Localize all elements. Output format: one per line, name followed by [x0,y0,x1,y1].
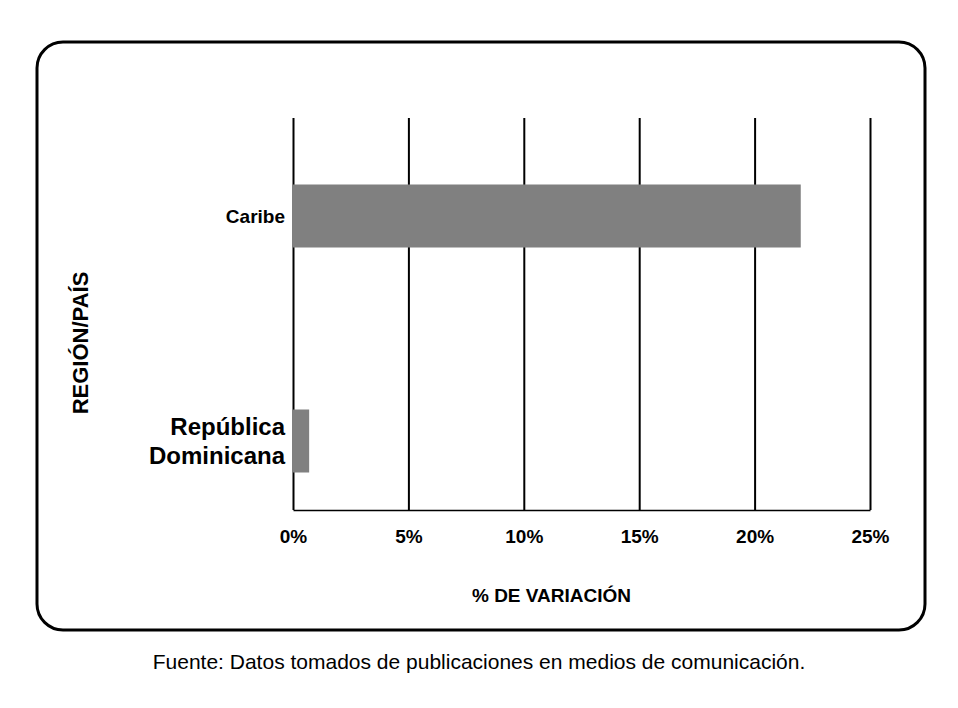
category-label: RepúblicaDominicana [149,413,286,469]
tick-label: 5% [395,526,423,547]
tick-label: 15% [621,526,659,547]
chart: 0% 5% 10% 15% 20% 25% Caribe RepúblicaDominican… [0,0,958,708]
grid-line [870,118,872,510]
y-axis-title: REGIÓN/PAÍS [68,272,93,415]
tick-label: 25% [851,526,889,547]
grid-line [523,118,525,510]
grid-line [408,118,410,510]
tick: 0% [280,118,308,547]
category-label: Caribe [226,206,285,227]
axis-line [294,510,871,512]
tick-label: 10% [505,526,543,547]
frame [37,42,925,630]
source-note: Fuente: Datos tomados de publicaciones e… [153,650,806,673]
x-axis-title: % DE VARIACIÓN [472,585,631,606]
grid-line [639,118,641,510]
x-axis: 0% 5% 10% 15% 20% 25% [280,118,890,547]
tick: 20% [736,118,774,547]
tick-label: 0% [280,526,308,547]
tick: 25% [851,118,889,547]
tick-label: 20% [736,526,774,547]
y-axis: Caribe RepúblicaDominicana [149,206,286,469]
tick: 10% [505,118,543,547]
grid-line [754,118,756,510]
tick: 15% [621,118,659,547]
tick: 5% [395,118,423,547]
bar [293,185,801,248]
bar [293,410,309,473]
bars [293,185,801,473]
